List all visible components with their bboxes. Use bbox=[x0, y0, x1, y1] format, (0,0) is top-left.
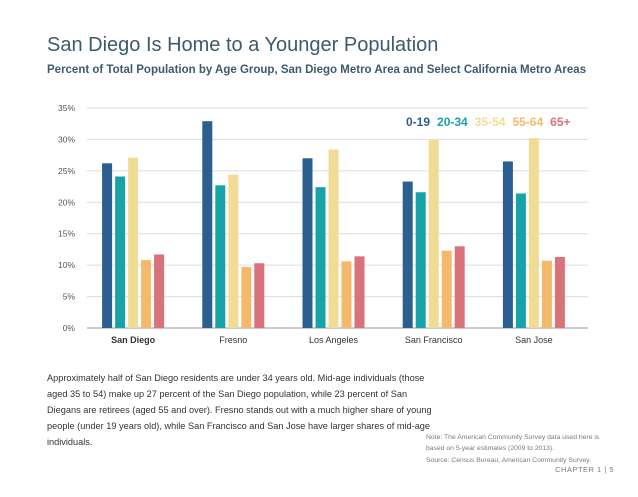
legend-item: 0-19 bbox=[406, 115, 431, 129]
bar bbox=[115, 176, 126, 328]
x-tick-label: San Diego bbox=[111, 335, 156, 345]
bar bbox=[415, 192, 426, 328]
bar bbox=[515, 193, 526, 328]
x-tick-label: Los Angeles bbox=[309, 335, 359, 345]
bar bbox=[554, 256, 565, 328]
note-text: Note: The American Community Survey data… bbox=[426, 434, 600, 452]
legend-item: 55-64 bbox=[512, 115, 544, 129]
body-paragraph: Approximately half of San Diego resident… bbox=[47, 373, 432, 447]
bar bbox=[128, 157, 139, 328]
bar bbox=[241, 267, 252, 328]
legend-item: 35-54 bbox=[474, 115, 506, 129]
bar bbox=[315, 187, 326, 328]
legend-item: 20-34 bbox=[437, 115, 468, 129]
bar bbox=[541, 260, 552, 328]
bar bbox=[354, 256, 365, 328]
bar bbox=[154, 254, 165, 328]
bar bbox=[428, 140, 439, 328]
bar bbox=[441, 250, 452, 328]
y-tick-label: 30% bbox=[58, 134, 75, 144]
bar bbox=[254, 263, 265, 328]
chart-subtitle: Percent of Total Population by Age Group… bbox=[47, 64, 587, 76]
bar bbox=[228, 174, 239, 328]
y-tick-label: 20% bbox=[58, 197, 75, 207]
bar bbox=[141, 260, 152, 328]
page-title: San Diego Is Home to a Younger Populatio… bbox=[47, 34, 439, 56]
x-tick-label: San Jose bbox=[515, 335, 553, 345]
page-footer: CHAPTER 1 | 5 bbox=[555, 465, 614, 474]
y-tick-label: 15% bbox=[58, 229, 75, 239]
x-tick-label: Fresno bbox=[219, 335, 247, 345]
y-tick-label: 10% bbox=[58, 260, 75, 270]
bar bbox=[502, 161, 513, 328]
bar bbox=[202, 121, 213, 328]
bar bbox=[328, 149, 339, 328]
chart-note: Note: The American Community Survey data… bbox=[426, 433, 606, 467]
x-tick-label: San Francisco bbox=[405, 335, 463, 345]
bar bbox=[341, 261, 352, 328]
y-tick-label: 25% bbox=[58, 166, 75, 176]
chart-legend: 0-19 20-34 35-54 55-64 65+ bbox=[406, 115, 578, 129]
bar bbox=[528, 138, 539, 328]
bar bbox=[302, 158, 313, 328]
y-tick-label: 5% bbox=[63, 292, 76, 302]
bar bbox=[102, 163, 113, 328]
y-tick-label: 0% bbox=[63, 323, 76, 333]
y-tick-label: 35% bbox=[58, 103, 75, 113]
source-text: Source: Census Bureau, American Communit… bbox=[426, 457, 591, 464]
bar-chart: 0% 5% 10% 15% 20% 25% 30% 35% San Diego Fresno Los… bbox=[58, 103, 588, 345]
bar bbox=[215, 185, 226, 328]
bar bbox=[454, 246, 465, 328]
bar bbox=[402, 181, 413, 328]
legend-item: 65+ bbox=[550, 115, 571, 129]
